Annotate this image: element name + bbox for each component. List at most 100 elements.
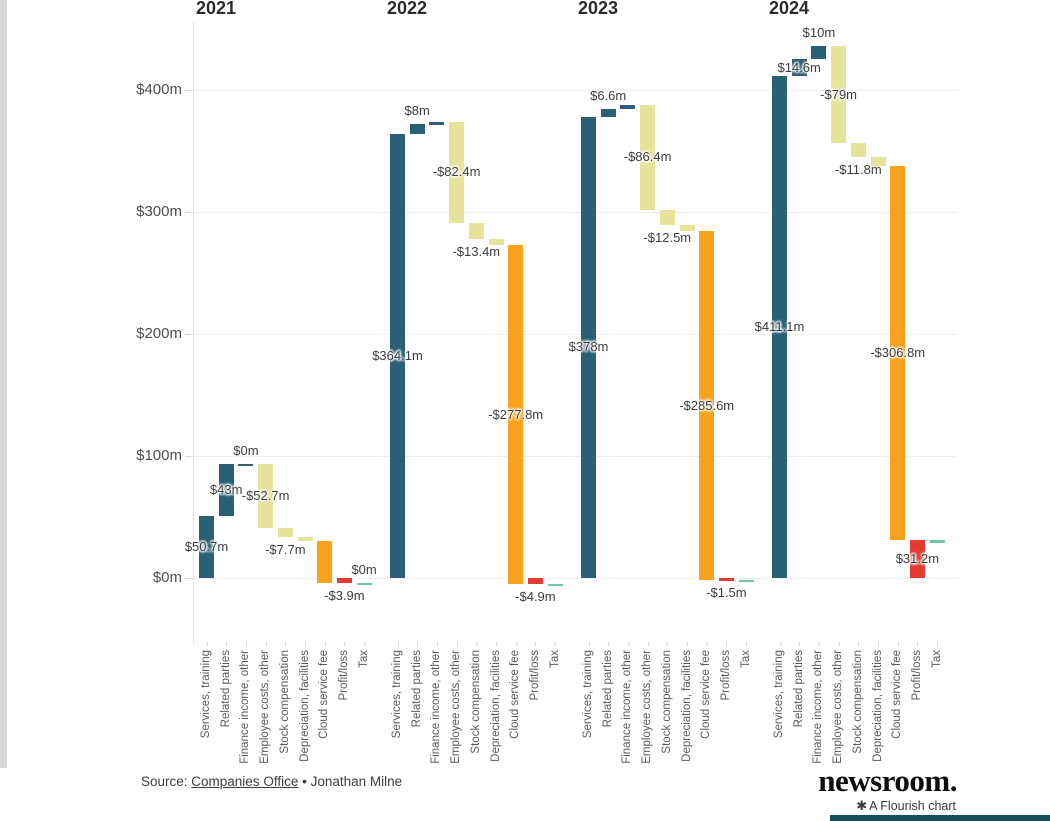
x-axis-tick [344,642,346,646]
bar-2022-employee-costs-other[interactable] [449,122,465,223]
bar-2024-stock-compensation[interactable] [850,142,866,158]
x-axis-tick [456,642,458,646]
x-axis-tick [917,642,919,646]
bar-value-label: -$52.7m [241,487,290,503]
gridline [193,578,958,579]
bar-value-label: $364.1m [372,347,423,363]
x-axis-tick [858,642,860,646]
bar-value-label: $378m [568,339,609,355]
bar-value-label: -$82.4m [432,164,481,180]
bar-2021-profit-loss[interactable] [336,578,352,583]
category-label-stock-compensation: Stock compensation [851,650,864,754]
bar-value-label: -$11.8m [834,162,882,178]
x-axis-tick [476,642,478,646]
bar-2024-tax[interactable] [929,539,945,543]
bar-2021-cloud-service-fee[interactable] [317,541,333,583]
x-axis-tick [206,642,208,646]
bar-2021-depreciation-facilities[interactable] [297,537,313,542]
bar-2021-employee-costs-other[interactable] [258,463,274,528]
category-label-services-training: Services, training [200,650,212,739]
bar-2022-tax[interactable] [547,583,563,587]
x-axis-tick [667,642,669,646]
x-axis-tick [878,642,879,646]
category-label-cloud-service-fee: Cloud service fee [318,650,331,739]
bar-value-label: -$285.6m [679,397,735,413]
bar-2022-depreciation-facilities[interactable] [488,239,504,246]
bar-2022-cloud-service-fee[interactable] [508,245,524,584]
bar-2021-services-training[interactable] [199,516,214,578]
category-label-services-training: Services, training [773,650,785,739]
bar-value-label: $411.1m [754,319,805,335]
x-axis-tick [588,642,590,646]
y-axis-tick-label: $400m [136,81,182,98]
x-axis-tick [245,642,247,646]
year-title-2022: 2022 [386,0,428,18]
bar-2023-depreciation-facilities[interactable] [679,225,695,232]
bar-2022-stock-compensation[interactable] [468,222,484,240]
y-axis-tick [185,334,193,335]
bar-2023-profit-loss[interactable] [718,578,734,581]
bar-2021-finance-income-other[interactable] [238,463,254,467]
y-axis-tick [185,456,193,457]
source-link[interactable]: Companies Office [191,774,299,789]
x-axis-tick [417,642,419,646]
y-axis-tick-label: $0m [152,569,182,586]
bar-2022-related-parties[interactable] [409,124,425,134]
x-axis-tick [627,642,629,646]
category-label-employee-costs-other: Employee costs, other [641,650,654,764]
bar-2024-depreciation-facilities[interactable] [870,157,886,166]
bar-2024-cloud-service-fee[interactable] [890,165,906,540]
bar-2022-finance-income-other[interactable] [429,122,445,125]
source-line: Source: Companies Office • Jonathan Miln… [141,774,402,789]
category-label-services-training: Services, training [391,650,403,739]
bar-2023-employee-costs-other[interactable] [640,104,656,210]
y-axis-tick [185,212,193,213]
bar-value-label: $31.2m [895,550,940,566]
source-prefix: Source: [141,774,192,789]
gridline [193,90,958,91]
x-axis-tick [726,642,728,646]
bar-2024-employee-costs-other[interactable] [831,46,847,143]
category-label-cloud-service-fee: Cloud service fee [891,650,904,739]
flourish-credit[interactable]: ✱ A Flourish chart [856,798,956,814]
bar-2021-tax[interactable] [356,582,372,586]
bar-2022-services-training[interactable] [390,133,405,578]
bar-2023-cloud-service-fee[interactable] [699,231,715,580]
bar-2023-stock-compensation[interactable] [659,209,675,226]
bar-2024-related-parties[interactable] [791,58,807,77]
category-label-depreciation-facilities: Depreciation, facilities [298,650,311,762]
x-axis-tick [746,642,748,646]
x-axis-tick [515,642,517,646]
category-label-employee-costs-other: Employee costs, other [832,650,845,764]
bar-2024-finance-income-other[interactable] [811,46,827,59]
category-label-tax: Tax [739,650,752,668]
bar-2021-stock-compensation[interactable] [277,527,293,538]
x-axis-tick [285,642,287,646]
x-axis-tick [818,642,820,646]
bar-2021-related-parties[interactable] [218,463,234,517]
category-label-profit-loss: Profit/loss [528,650,541,701]
x-axis-tick [535,642,537,646]
x-axis-tick [496,642,497,646]
bar-2023-tax[interactable] [738,579,754,583]
bar-2023-related-parties[interactable] [600,108,616,117]
bar-2023-services-training[interactable] [581,116,596,578]
source-separator: • [298,774,311,789]
category-label-tax: Tax [548,650,561,668]
bar-2023-finance-income-other[interactable] [620,104,636,109]
bar-2024-services-training[interactable] [772,76,787,578]
bar-2022-profit-loss[interactable] [527,578,543,584]
bar-value-label: -$12.5m [643,230,692,246]
category-label-services-training: Services, training [582,650,594,739]
x-axis-tick [897,642,899,646]
category-label-finance-income-other: Finance income, other [430,650,443,764]
bar-2024-profit-loss[interactable] [909,539,925,578]
category-label-cloud-service-fee: Cloud service fee [700,650,713,739]
bar-value-label: $14.6m [777,59,821,75]
bar-value-label: -$277.8m [488,406,544,422]
category-label-depreciation-facilities: Depreciation, facilities [871,650,884,762]
bar-value-label: $43m [209,481,243,497]
gridline [193,456,958,457]
year-title-2023: 2023 [577,0,619,18]
bar-value-label: -$306.8m [870,344,926,360]
